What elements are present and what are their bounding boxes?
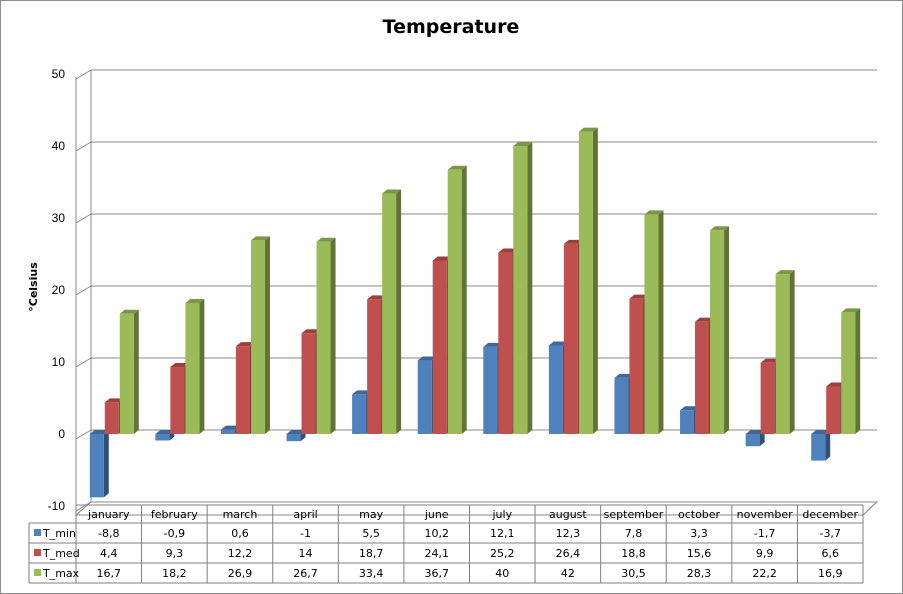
data-label: 0,6	[231, 527, 249, 540]
data-label: 25,2	[490, 547, 515, 560]
gridline-depth	[75, 213, 92, 224]
data-label: 28,3	[687, 567, 712, 580]
x-tick-label: january	[87, 508, 130, 521]
x-tick-label: july	[491, 508, 512, 521]
x-tick-label: november	[737, 508, 793, 521]
data-label: 14	[299, 547, 313, 560]
y-tick-label: 50	[52, 67, 66, 81]
x-tick-label: february	[151, 508, 198, 521]
chart-title: Temperature	[383, 16, 520, 38]
data-label: 16,9	[818, 567, 843, 580]
data-label: -3,7	[819, 527, 840, 540]
bar-T_max-june	[447, 165, 467, 434]
gridline-depth	[75, 69, 92, 80]
data-label: 30,5	[621, 567, 646, 580]
bar-T_max-november	[775, 270, 795, 434]
legend-label: T_med	[42, 547, 80, 560]
data-label: -8,8	[98, 527, 119, 540]
bar-T_min-december	[811, 430, 831, 461]
data-label: -1	[300, 527, 311, 540]
data-label: 9,3	[166, 547, 184, 560]
data-label: 9,9	[756, 547, 774, 560]
data-label: 16,7	[97, 567, 122, 580]
x-tick-label: april	[293, 508, 317, 521]
data-label: 40	[495, 567, 509, 580]
data-label: 3,3	[690, 527, 708, 540]
legend-label: T_max	[42, 567, 80, 580]
bar-T_max-may	[382, 189, 402, 434]
data-label: 7,8	[625, 527, 643, 540]
y-tick-label: -10	[48, 499, 66, 513]
legend-label: T_min	[42, 527, 76, 540]
bar-T_max-july	[513, 142, 533, 434]
gridline-depth	[75, 285, 92, 296]
data-label: 26,4	[556, 547, 581, 560]
y-axis-label: °Celsius	[27, 262, 40, 312]
y-tick-label: 10	[52, 355, 66, 369]
data-label: 12,1	[490, 527, 515, 540]
gridline-depth	[75, 141, 92, 152]
x-tick-label: august	[549, 508, 587, 521]
bar-T_max-august	[578, 127, 598, 434]
data-label: 6,6	[821, 547, 839, 560]
y-tick-label: 40	[52, 139, 66, 153]
data-label: 12,3	[556, 527, 581, 540]
data-label: 15,6	[687, 547, 712, 560]
data-label: 22,2	[752, 567, 777, 580]
x-tick-label: september	[604, 508, 664, 521]
bar-T_min-november	[745, 430, 765, 447]
y-tick-label: 30	[52, 211, 66, 225]
x-tick-label: june	[424, 508, 449, 521]
x-tick-label: may	[359, 508, 383, 521]
bars	[89, 127, 861, 498]
bar-T_max-december	[841, 308, 861, 434]
gridlines	[74, 69, 879, 516]
data-label: 18,8	[621, 547, 646, 560]
bar-T_max-october	[710, 226, 730, 434]
data-label: 26,9	[228, 567, 253, 580]
bar-T_max-january	[119, 309, 139, 434]
bar-T_max-february	[185, 298, 205, 434]
data-label: 12,2	[228, 547, 253, 560]
data-label: 33,4	[359, 567, 384, 580]
data-label: -0,9	[164, 527, 185, 540]
data-label: 42	[561, 567, 575, 580]
gridline-depth	[75, 429, 92, 440]
data-label: -1,7	[754, 527, 775, 540]
data-label: 26,7	[293, 567, 318, 580]
data-label: 4,4	[100, 547, 118, 560]
gridline-depth	[75, 357, 92, 368]
bar-T_min-january	[89, 430, 109, 498]
data-label: 24,1	[424, 547, 449, 560]
y-tick-label: 0	[58, 427, 65, 441]
data-label: 5,5	[362, 527, 380, 540]
x-tick-label: march	[223, 508, 258, 521]
bar-T_max-september	[644, 210, 664, 434]
bar-T_max-april	[316, 237, 336, 434]
y-axis-ticks: -10 0 10 20 30 40 50	[48, 67, 66, 513]
bar-T_max-march	[250, 236, 270, 434]
legend-key-T_max	[34, 569, 41, 576]
x-tick-label: october	[678, 508, 721, 521]
data-table: january february march april may june july augu…	[28, 504, 864, 584]
y-tick-label: 20	[52, 283, 66, 297]
legend-key-T_min	[34, 529, 41, 536]
data-label: 18,2	[162, 567, 187, 580]
x-tick-label: december	[802, 508, 858, 521]
data-label: 36,7	[424, 567, 449, 580]
data-label: 18,7	[359, 547, 384, 560]
gridline-depth	[75, 501, 92, 512]
legend-key-T_med	[34, 549, 41, 556]
data-label: 10,2	[424, 527, 449, 540]
